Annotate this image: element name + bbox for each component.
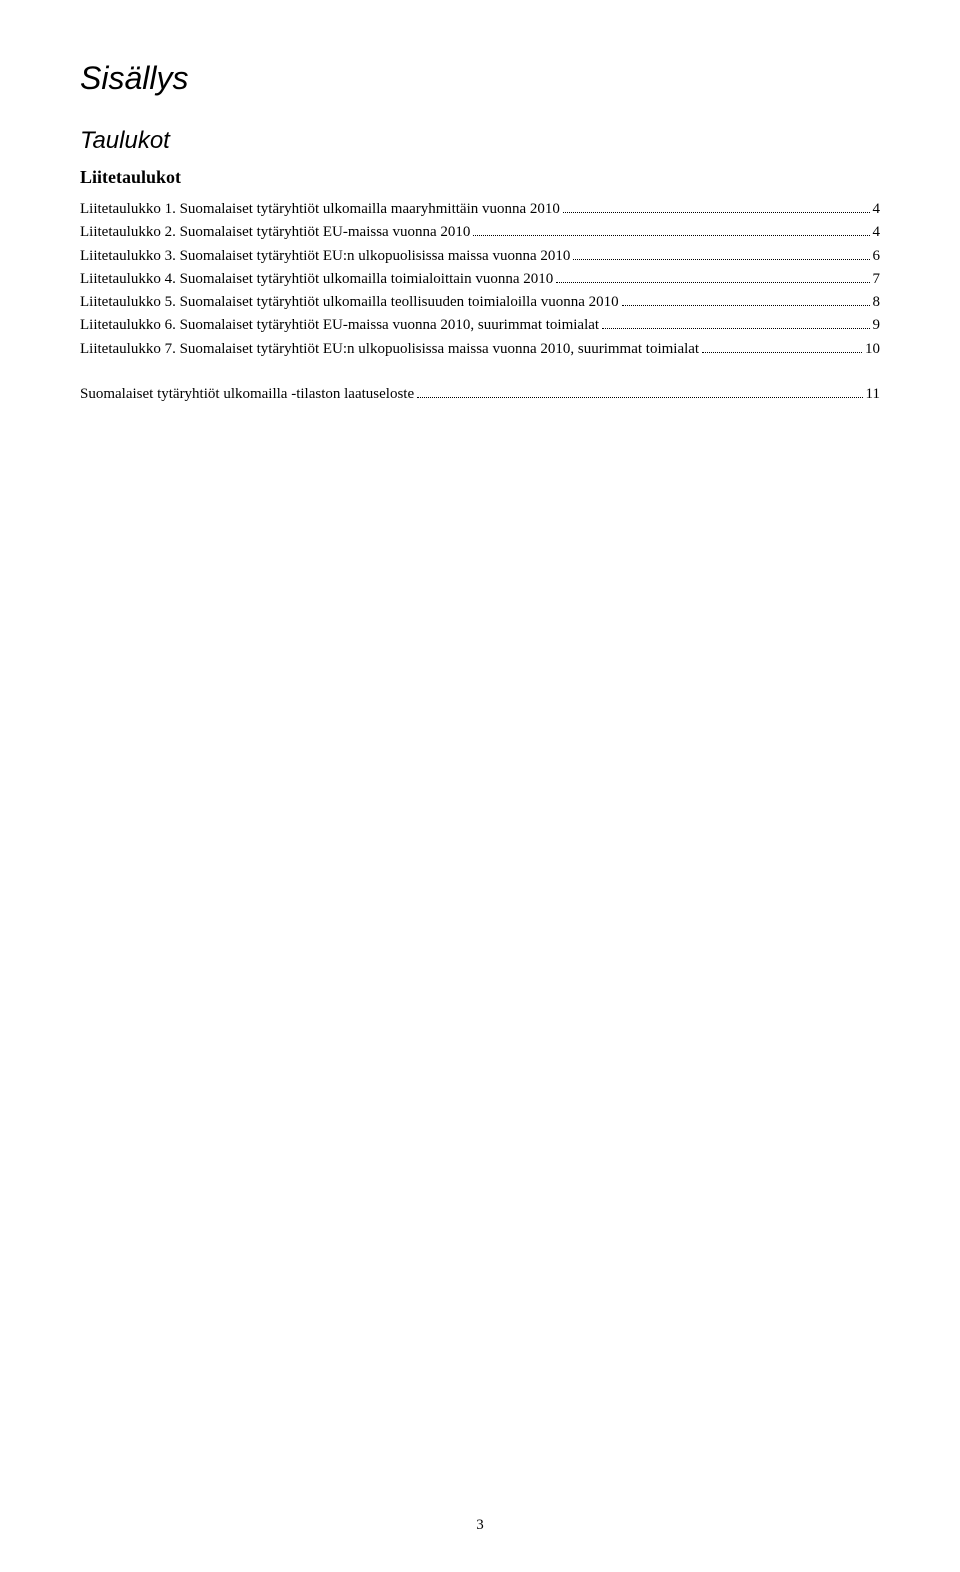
toc-entry-label: Liitetaulukko 3. Suomalaiset tytäryhtiöt…	[80, 245, 570, 268]
page-title: Sisällys	[80, 60, 880, 97]
toc-dots	[556, 282, 869, 283]
toc-dots	[702, 352, 862, 353]
toc-dots	[417, 397, 862, 398]
toc-dots	[622, 305, 870, 306]
toc-entry-label: Liitetaulukko 7. Suomalaiset tytäryhtiöt…	[80, 338, 699, 361]
toc-entry-page: 10	[865, 338, 880, 361]
toc-entry-page: 4	[873, 221, 881, 244]
toc-entry-label: Liitetaulukko 1. Suomalaiset tytäryhtiöt…	[80, 198, 560, 221]
toc-entry-label: Suomalaiset tytäryhtiöt ulkomailla -tila…	[80, 383, 414, 406]
toc-entry: Liitetaulukko 4. Suomalaiset tytäryhtiöt…	[80, 268, 880, 291]
toc-entry-page: 8	[873, 291, 881, 314]
toc-dots	[573, 259, 869, 260]
subsection-heading-liitetaulukot: Liitetaulukot	[80, 167, 880, 188]
toc-entry-label: Liitetaulukko 4. Suomalaiset tytäryhtiöt…	[80, 268, 553, 291]
toc-entry-page: 7	[873, 268, 881, 291]
toc-entry-page: 4	[873, 198, 881, 221]
section-heading-taulukot: Taulukot	[80, 127, 880, 155]
toc-dots	[563, 212, 870, 213]
toc-entry-label: Liitetaulukko 6. Suomalaiset tytäryhtiöt…	[80, 314, 599, 337]
page-number: 3	[0, 1517, 960, 1534]
toc-entry: Liitetaulukko 7. Suomalaiset tytäryhtiöt…	[80, 338, 880, 361]
toc-entry-label: Liitetaulukko 2. Suomalaiset tytäryhtiöt…	[80, 221, 470, 244]
toc-entry: Liitetaulukko 1. Suomalaiset tytäryhtiöt…	[80, 198, 880, 221]
toc-entry-page: 6	[873, 245, 881, 268]
toc-dots	[473, 235, 869, 236]
toc-entry: Liitetaulukko 6. Suomalaiset tytäryhtiöt…	[80, 314, 880, 337]
toc-list: Liitetaulukko 1. Suomalaiset tytäryhtiöt…	[80, 198, 880, 361]
toc-entry-page: 9	[873, 314, 881, 337]
toc-entry-page: 11	[866, 383, 880, 406]
toc-standalone: Suomalaiset tytäryhtiöt ulkomailla -tila…	[80, 383, 880, 406]
toc-entry-label: Liitetaulukko 5. Suomalaiset tytäryhtiöt…	[80, 291, 619, 314]
toc-entry: Suomalaiset tytäryhtiöt ulkomailla -tila…	[80, 383, 880, 406]
toc-entry: Liitetaulukko 5. Suomalaiset tytäryhtiöt…	[80, 291, 880, 314]
toc-entry: Liitetaulukko 3. Suomalaiset tytäryhtiöt…	[80, 245, 880, 268]
toc-entry: Liitetaulukko 2. Suomalaiset tytäryhtiöt…	[80, 221, 880, 244]
toc-dots	[602, 328, 869, 329]
